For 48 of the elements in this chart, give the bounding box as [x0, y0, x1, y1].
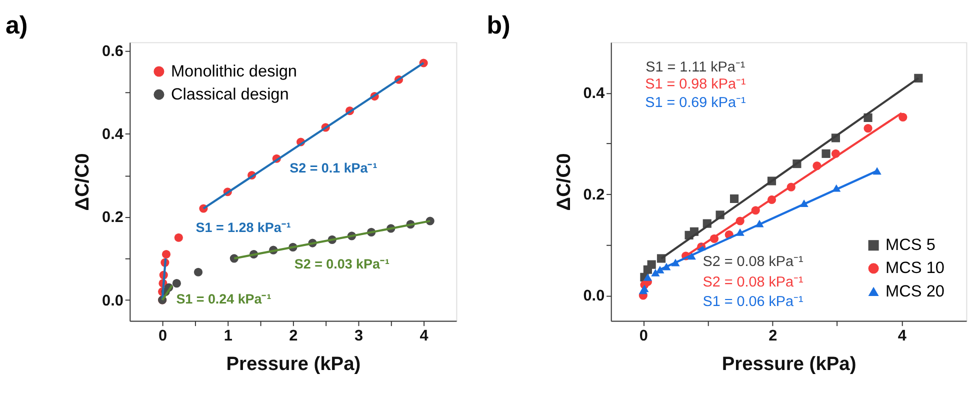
annotation: S2 = 0.03 kPa⁻¹ — [294, 256, 390, 272]
point — [651, 268, 660, 276]
y-tick-label: 0.6 — [102, 42, 124, 60]
point — [647, 260, 656, 269]
annotation: S2 = 0.1 kPa⁻¹ — [290, 160, 378, 176]
point — [643, 273, 652, 281]
annotation: S1 = 1.28 kPa⁻¹ — [196, 220, 292, 235]
x-tick-label: 1 — [224, 327, 233, 344]
x-tick-label: 0 — [158, 327, 168, 344]
x-tick-label: 3 — [354, 327, 364, 344]
x-tick-label: 0 — [639, 327, 648, 344]
point — [162, 250, 171, 259]
annotation: S1 = 0.24 kPa⁻¹ — [176, 292, 272, 307]
legend-label: MCS 10 — [886, 259, 944, 278]
x-tick-label: 2 — [289, 327, 298, 344]
y-tick-label: 0.4 — [583, 85, 606, 102]
y-tick-label: 0.4 — [102, 126, 124, 143]
y-axis-title: ΔC/C0 — [554, 153, 575, 211]
point — [822, 149, 830, 158]
annotation: S2 = 0.08 kPa⁻¹ — [702, 274, 804, 291]
x-tick-label: 4 — [898, 327, 907, 344]
point — [174, 233, 183, 242]
point — [172, 279, 181, 288]
point — [194, 268, 203, 276]
y-axis-title: ΔC/C0 — [72, 153, 94, 211]
x-tick-label: 2 — [768, 327, 778, 344]
annotation: S1 = 1.11 kPa⁻¹ — [646, 59, 746, 76]
chart-title: b) — [486, 12, 510, 40]
point — [656, 266, 664, 274]
legend-label: MCS 20 — [886, 282, 944, 300]
x-tick-label: 4 — [420, 327, 429, 344]
point — [730, 194, 739, 204]
point — [898, 112, 908, 122]
y-tick-label: 0.2 — [583, 186, 605, 204]
annotation: S2 = 0.08 kPa⁻¹ — [702, 254, 804, 270]
x-axis-title: Pressure (kPa) — [722, 354, 856, 376]
y-tick-label: 0.0 — [583, 288, 605, 305]
legend-label: Classical design — [170, 85, 289, 104]
point — [864, 124, 872, 133]
legend-label: MCS 5 — [886, 236, 936, 254]
y-tick-label: 0.2 — [102, 209, 124, 226]
y-tick-label: 0.0 — [102, 292, 124, 310]
annotation: S1 = 0.69 kPa⁻¹ — [645, 94, 746, 111]
x-axis-title: Pressure (kPa) — [226, 354, 361, 376]
legend-label: Monolithic design — [170, 62, 298, 80]
chart-title: a) — [6, 12, 28, 40]
annotation: S1 = 0.06 kPa⁻¹ — [702, 294, 804, 310]
annotation: S1 = 0.98 kPa⁻¹ — [645, 76, 746, 93]
